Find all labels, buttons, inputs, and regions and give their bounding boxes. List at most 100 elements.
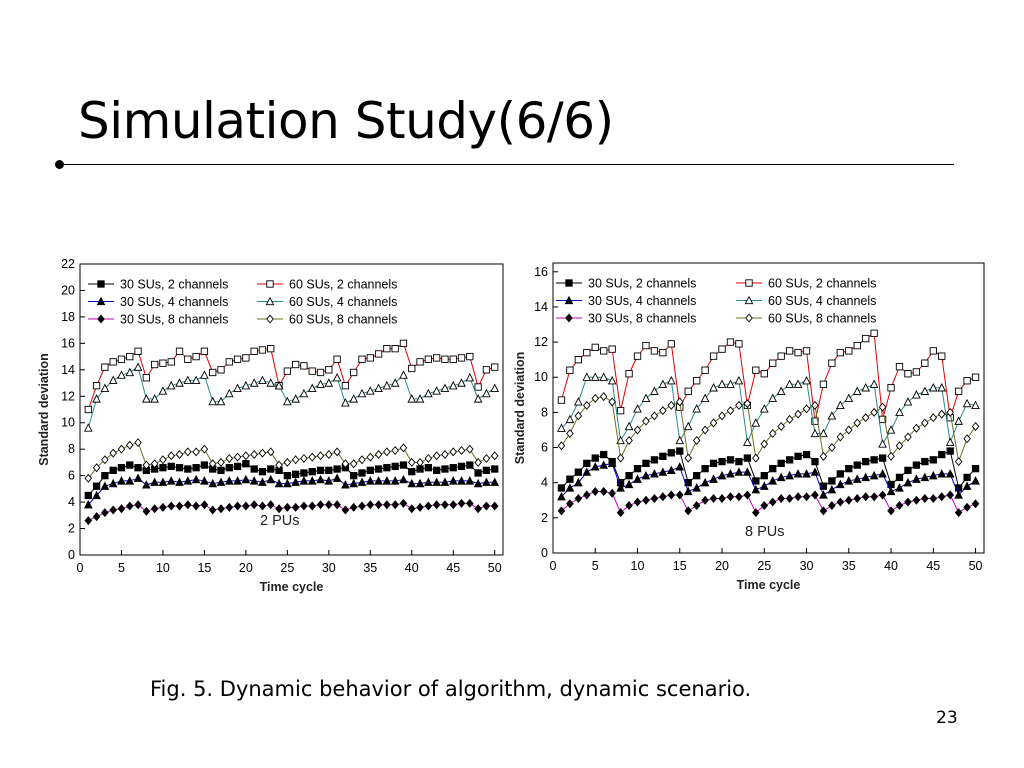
series-5 — [557, 486, 980, 518]
data-point — [166, 476, 176, 485]
data-point — [126, 352, 134, 361]
data-point — [616, 453, 625, 463]
x-tick-label: 25 — [757, 559, 771, 573]
data-point — [844, 476, 854, 485]
data-point — [142, 506, 151, 516]
data-point — [358, 501, 366, 511]
series-3 — [557, 458, 980, 501]
data-point — [175, 464, 184, 472]
data-point — [208, 396, 218, 406]
legend-label: 60 SUs, 4 channels — [768, 294, 876, 308]
data-point — [449, 500, 458, 510]
data-point — [441, 355, 449, 363]
x-tick-label: 40 — [405, 561, 419, 575]
series-6 — [84, 438, 499, 483]
data-point — [383, 345, 391, 353]
data-point — [482, 453, 491, 463]
data-point — [895, 363, 904, 371]
data-point — [811, 400, 819, 410]
y-tick-label: 0 — [541, 546, 548, 560]
data-point — [625, 472, 633, 480]
data-point — [810, 467, 820, 476]
data-point — [233, 355, 242, 363]
data-point — [150, 477, 159, 486]
data-point — [134, 438, 142, 448]
data-point — [938, 450, 946, 459]
data-point — [895, 441, 904, 451]
data-point — [283, 367, 292, 375]
data-point — [159, 455, 167, 465]
data-point — [793, 379, 803, 388]
data-point — [701, 464, 709, 473]
data-point — [692, 483, 702, 492]
data-point — [374, 383, 383, 392]
legend-label: 60 SUs, 2 channels — [289, 278, 397, 292]
y-axis-label: Standard deviation — [37, 353, 51, 466]
x-tick-label: 0 — [550, 559, 557, 573]
legend-marker — [565, 279, 573, 287]
data-point — [482, 501, 491, 511]
data-point — [134, 347, 142, 355]
y-tick-label: 12 — [61, 389, 75, 403]
data-point — [357, 477, 367, 486]
data-point — [743, 467, 752, 476]
data-point — [845, 464, 853, 473]
data-point — [709, 352, 718, 360]
data-point — [242, 460, 250, 468]
data-point — [200, 370, 209, 379]
y-tick-label: 18 — [61, 310, 75, 324]
data-point — [390, 378, 400, 387]
data-point — [159, 502, 167, 512]
data-point — [258, 501, 267, 511]
data-point — [912, 423, 921, 433]
data-point — [844, 393, 854, 402]
data-point — [391, 462, 399, 471]
data-point — [250, 500, 258, 510]
data-point — [878, 439, 887, 448]
data-point — [667, 490, 676, 500]
page-number: 23 — [936, 708, 958, 728]
data-point — [811, 417, 819, 425]
data-point — [466, 352, 474, 361]
data-point — [726, 379, 735, 388]
data-point — [84, 516, 93, 526]
data-point — [399, 474, 408, 484]
data-point — [300, 453, 308, 463]
y-tick-label: 8 — [541, 405, 548, 419]
data-point — [100, 481, 110, 490]
figure-caption: Fig. 5. Dynamic behavior of algorithm, d… — [150, 677, 752, 701]
data-point — [125, 476, 135, 485]
data-point — [92, 382, 101, 390]
data-point — [134, 500, 142, 510]
data-point — [921, 494, 929, 504]
data-point — [642, 495, 650, 505]
chart-8-pus: 0 5 10 15 20 25 30 35 40 45 50 0 2 4 6 8 10 12 14 16 Time cy… — [513, 262, 985, 592]
data-point — [683, 421, 693, 431]
legend-label: 30 SUs, 4 channels — [120, 295, 228, 309]
legend-marker — [744, 295, 754, 305]
data-point — [625, 501, 633, 511]
data-point — [701, 495, 709, 505]
data-point — [109, 505, 117, 515]
y-tick-label: 6 — [541, 441, 548, 455]
data-point — [382, 380, 392, 390]
data-point — [191, 375, 201, 385]
data-point — [591, 393, 600, 403]
series-5 — [84, 498, 499, 526]
y-axis-label: Standard deviation — [513, 352, 527, 465]
data-point — [84, 405, 92, 414]
data-point — [325, 449, 333, 459]
data-point — [921, 457, 929, 466]
data-point — [407, 457, 416, 467]
data-point — [175, 501, 184, 511]
data-point — [802, 347, 811, 355]
data-point — [819, 490, 828, 499]
data-point — [616, 435, 625, 445]
data-point — [216, 477, 226, 486]
data-point — [599, 372, 609, 381]
data-point — [333, 465, 341, 473]
data-point — [683, 486, 693, 496]
data-point — [258, 468, 267, 476]
data-point — [382, 476, 392, 485]
pu-annotation: 2 PUs — [260, 513, 300, 529]
